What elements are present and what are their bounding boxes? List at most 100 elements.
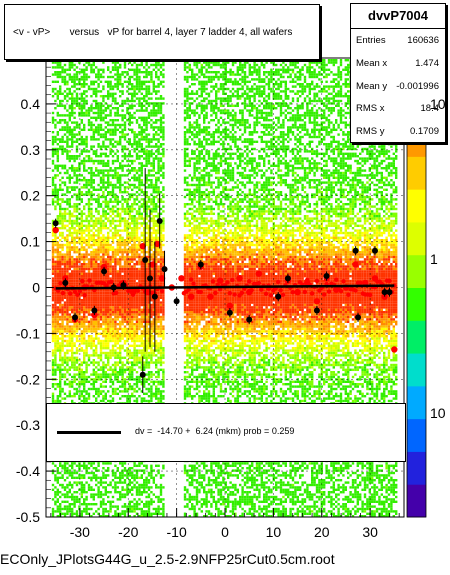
heatmap-cell xyxy=(133,356,136,359)
heatmap-cell xyxy=(56,200,60,203)
heatmap-cell xyxy=(92,291,96,295)
heatmap-cell xyxy=(97,263,100,266)
heatmap-cell xyxy=(75,150,79,153)
heatmap-cell xyxy=(128,279,132,283)
heatmap-cell xyxy=(83,303,86,307)
heatmap-cell xyxy=(90,174,93,177)
heatmap-cell xyxy=(131,339,134,343)
heatmap-cell xyxy=(63,368,67,371)
heatmap-cell xyxy=(71,498,74,501)
heatmap-cell xyxy=(145,87,148,91)
heatmap-cell xyxy=(104,481,108,484)
heatmap-cell xyxy=(97,83,100,86)
heatmap-cell xyxy=(133,270,136,273)
heatmap-cell xyxy=(133,85,136,88)
heatmap-cell xyxy=(138,270,141,273)
heatmap-cell xyxy=(119,359,122,362)
heatmap-cell xyxy=(99,354,103,357)
heatmap-cell xyxy=(121,255,124,259)
heatmap-cell xyxy=(54,270,57,273)
heatmap-cell xyxy=(83,397,86,400)
heatmap-cell xyxy=(147,152,151,155)
heatmap-cell xyxy=(66,308,69,311)
heatmap-cell xyxy=(68,282,72,285)
heatmap-cell xyxy=(75,359,79,362)
heatmap-cell xyxy=(114,205,117,208)
heatmap-cell xyxy=(143,251,146,254)
heatmap-cell xyxy=(87,155,91,158)
heatmap-cell xyxy=(143,397,146,400)
heatmap-cell xyxy=(97,229,100,232)
heatmap-cell xyxy=(78,373,81,376)
heatmap-cell xyxy=(104,275,108,278)
heatmap-cell xyxy=(116,323,120,326)
heatmap-cell xyxy=(56,301,60,304)
heatmap-cell xyxy=(78,318,81,321)
heatmap-cell xyxy=(128,260,132,263)
heatmap-cell xyxy=(111,66,115,69)
heatmap-cell xyxy=(138,515,141,518)
heatmap-cell xyxy=(138,183,141,187)
heatmap-cell xyxy=(102,373,105,376)
heatmap-cell xyxy=(83,320,86,323)
heatmap-cell xyxy=(73,171,76,175)
heatmap-cell xyxy=(78,239,81,242)
heatmap-cell xyxy=(85,339,88,343)
heatmap-cell xyxy=(87,359,91,362)
heatmap-cell xyxy=(128,116,132,119)
heatmap-cell xyxy=(135,327,139,331)
heatmap-cell xyxy=(78,198,81,201)
heatmap-cell xyxy=(71,104,74,107)
heatmap-cell xyxy=(116,277,120,280)
heatmap-cell xyxy=(54,282,57,285)
heatmap-cell xyxy=(59,284,62,287)
heatmap-cell xyxy=(128,325,132,328)
heatmap-cell xyxy=(123,303,127,307)
heatmap-cell xyxy=(145,133,148,136)
heatmap-cell xyxy=(97,368,100,371)
heatmap-cell xyxy=(107,123,110,127)
heatmap-cell xyxy=(92,251,96,254)
heatmap-cell xyxy=(104,507,108,511)
heatmap-cell xyxy=(99,236,103,239)
heatmap-cell xyxy=(123,390,127,393)
heatmap-cell xyxy=(85,308,88,311)
heatmap-cell xyxy=(80,282,84,285)
heatmap-cell xyxy=(107,339,110,343)
heatmap-cell xyxy=(71,92,74,95)
heatmap-cell xyxy=(95,371,98,374)
heatmap-cell xyxy=(78,368,81,371)
heatmap-cell xyxy=(59,164,62,167)
heatmap-cell xyxy=(104,395,108,398)
heatmap-cell xyxy=(133,284,136,287)
heatmap-cell xyxy=(131,267,134,271)
heatmap-cell xyxy=(56,97,60,100)
heatmap-cell xyxy=(54,234,57,237)
heatmap-cell xyxy=(71,339,74,343)
heatmap-cell xyxy=(128,378,132,381)
heatmap-cell xyxy=(123,133,127,136)
heatmap-cell xyxy=(123,467,127,470)
heatmap-cell xyxy=(140,255,144,259)
heatmap-cell xyxy=(147,143,151,146)
heatmap-cell xyxy=(80,383,84,386)
heatmap-cell xyxy=(99,109,103,112)
heatmap-cell xyxy=(71,347,74,350)
heatmap-cell xyxy=(56,342,60,345)
heatmap-cell xyxy=(68,339,72,343)
heatmap-cell xyxy=(92,71,96,74)
heatmap-cell xyxy=(104,239,108,242)
heatmap-cell xyxy=(116,467,120,470)
heatmap-cell xyxy=(135,253,139,256)
heatmap-cell xyxy=(75,219,79,223)
heatmap-cell xyxy=(111,270,115,273)
heatmap-cell xyxy=(59,301,62,304)
heatmap-cell xyxy=(128,330,132,333)
heatmap-cell xyxy=(78,505,81,508)
heatmap-cell xyxy=(116,243,120,247)
heatmap-cell xyxy=(116,332,120,335)
heatmap-cell xyxy=(73,128,76,131)
heatmap-cell xyxy=(119,349,122,352)
heatmap-cell xyxy=(140,260,144,263)
heatmap-cell xyxy=(133,222,136,225)
